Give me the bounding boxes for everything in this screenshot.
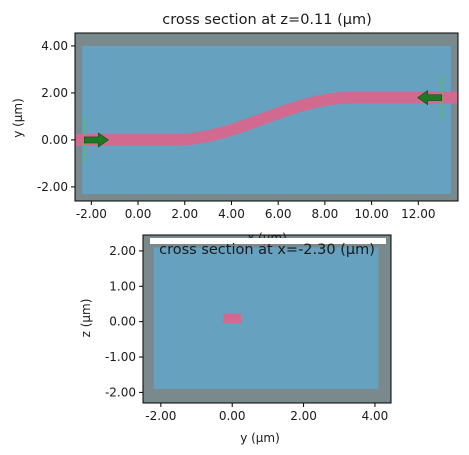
plot2-ytick-label: 1.00 bbox=[109, 279, 136, 293]
plot1-area: -2.00 0.00 2.00 4.00 6.00 8.00 10.00 12.00 -2.00… bbox=[37, 32, 459, 221]
plot1-xtick-label: 6.00 bbox=[265, 207, 292, 221]
plot1-xtick-label: -2.00 bbox=[76, 207, 107, 221]
plot2-xtick-label: 2.00 bbox=[290, 409, 317, 423]
plot2-ytick-label: 2.00 bbox=[109, 244, 136, 258]
plot2-title: cross section at x=-2.30 (μm) bbox=[159, 242, 375, 258]
plot2-area: -2.00 0.00 2.00 4.00 -2.00 -1.00 0.00 1.00 2.00 bbox=[105, 234, 392, 423]
plot1-waveguide bbox=[75, 91, 458, 146]
plot1-xtick-label: 2.00 bbox=[171, 207, 198, 221]
plot1-xtick-label: 0.00 bbox=[125, 207, 152, 221]
plot2-waveguide bbox=[223, 313, 242, 324]
plot2-xtick-label: 4.00 bbox=[362, 409, 389, 423]
plot1-source-arrow bbox=[417, 90, 442, 106]
plot1-ylabel: y (μm) bbox=[11, 98, 25, 138]
plot1-ytick-label: -2.00 bbox=[37, 180, 68, 194]
plot1-source-arrow bbox=[84, 132, 109, 148]
plot1-ytick-label: 4.00 bbox=[41, 39, 68, 53]
plot2-xtick-label: -2.00 bbox=[145, 409, 176, 423]
plot1-xtick-label: 12.00 bbox=[401, 207, 435, 221]
plot2-ylabel: z (μm) bbox=[79, 299, 93, 338]
plot1-xtick-label: 4.00 bbox=[218, 207, 245, 221]
plot2-xlabel: y (μm) bbox=[240, 431, 280, 445]
plot2-ytick-label: -1.00 bbox=[105, 350, 136, 364]
plot1-xtick-label: 10.00 bbox=[354, 207, 388, 221]
plot1-title: cross section at z=0.11 (μm) bbox=[162, 12, 372, 28]
plot1-frame bbox=[74, 32, 459, 202]
plot2-ytick-label: -2.00 bbox=[105, 385, 136, 399]
plot2-xtick-label: 0.00 bbox=[219, 409, 246, 423]
plot-yz-cross-section: -2.00 0.00 2.00 4.00-2.00-1.000.001.002.00 … bbox=[79, 231, 392, 445]
plot1-ytick-label: 0.00 bbox=[41, 133, 68, 147]
plot2-simulation-domain bbox=[153, 247, 379, 389]
plot2-frame bbox=[142, 234, 392, 404]
plot1-ytick-label: 2.00 bbox=[41, 86, 68, 100]
plot1-xtick-label: 8.00 bbox=[312, 207, 339, 221]
plot-xy-cross-section: cross section at z=0.11 (μm) -2.00 0.00 2.… bbox=[11, 12, 459, 221]
plot2-ytick-label: 0.00 bbox=[109, 315, 136, 329]
